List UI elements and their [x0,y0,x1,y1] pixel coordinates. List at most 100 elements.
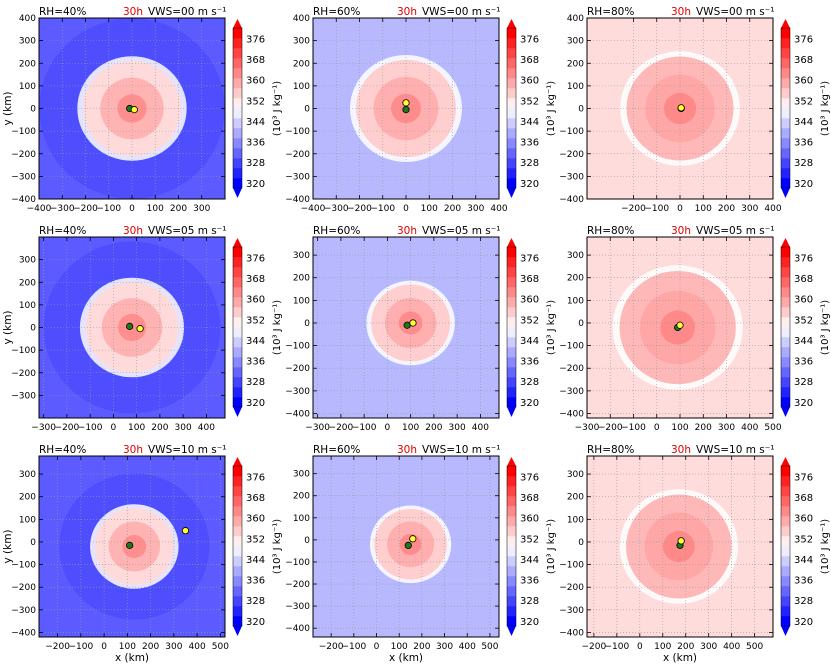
colorbar-label: (10³ J kg⁻¹) [820,81,831,136]
colorbar-segment [233,277,242,288]
colorbar-segment [507,586,516,597]
green-center-marker [402,106,410,114]
x-tick-label: −200 [55,423,80,433]
colorbar-tick-label: 320 [794,398,813,409]
x-tick-label: 100 [128,423,145,433]
colorbar-segment [507,108,516,119]
green-center-marker [404,541,412,549]
y-tick-label: −200 [285,150,310,160]
x-tick-label: 0 [637,642,643,652]
x-tick-label: −100 [644,204,669,214]
y-tick-label: 100 [567,296,584,306]
y-tick-label: −200 [285,580,310,590]
x-tick-label: 400 [490,204,507,214]
colorbar-tick-label: 352 [246,96,265,107]
colorbar-tick-label: 328 [520,596,539,607]
y-tick-label: 300 [293,470,310,480]
x-tick-label: 400 [741,423,758,433]
colorbar-max-extension [233,457,242,466]
colorbar-segment [507,546,516,557]
colorbar-segment [781,307,790,318]
yellow-center-marker [677,104,685,112]
colorbar-segment [233,536,242,547]
colorbar-max-extension [781,19,790,28]
panel: −200−100 0 100 200 300 400−400−300−200−100010… [559,6,831,214]
colorbar-segment [781,267,790,278]
colorbar-tick-label: 376 [794,253,813,264]
y-tick-label: 0 [304,319,310,329]
colorbar-tick-label: 352 [520,534,539,545]
colorbar-tick-label: 360 [794,295,813,306]
colorbar-tick-label: 336 [520,576,539,587]
colorbar-segment [233,88,242,99]
vws-label: VWS=10 m s⁻¹ [148,444,227,456]
colorbar-segment [781,317,790,328]
y-tick-label: 0 [304,536,310,546]
yellow-center-marker [409,319,417,327]
y-tick-label: −100 [285,558,310,568]
colorbar-segment [781,78,790,89]
y-tick-label: 0 [304,105,310,115]
colorbar-segment [781,168,790,179]
colorbar-segment [781,297,790,308]
x-tick-label: −200 [329,423,354,433]
colorbar-segment [781,68,790,79]
y-tick-label: 300 [567,251,584,261]
colorbar-frame [506,246,517,408]
panel: −200−100 0 100 200 300 400 500−400−300−200−100… [559,444,831,664]
y-tick-label: −100 [559,342,584,352]
x-tick-label: 0 [677,204,683,214]
y-tick-label: 200 [567,274,584,284]
y-tick-label: −400 [11,628,36,638]
colorbar-segment [507,28,516,39]
colorbar-segment [507,476,516,487]
yellow-center-marker [402,99,410,107]
y-tick-label: 400 [567,14,584,24]
colorbar-label: (10³ J kg⁻¹) [820,300,831,355]
yellow-center-marker [676,321,684,329]
colorbar-segment [507,277,516,288]
y-tick-label: −100 [11,561,36,571]
colorbar-max-extension [507,19,516,28]
rh-label: RH=60% [313,444,360,456]
colorbar-segment [233,546,242,557]
x-tick-label: −200 [598,423,623,433]
colorbar-tick-label: 352 [246,315,265,326]
y-tick-label: 0 [578,319,584,329]
y-tick-label: −100 [285,127,310,137]
plot-area [39,18,225,199]
colorbar-segment [233,58,242,69]
colorbar-frame [232,246,243,408]
vws-label: VWS=05 m s⁻¹ [148,225,227,237]
colorbar-frame [780,27,791,189]
x-tick-label: −200 [45,642,70,652]
colorbar-tick-label: 320 [246,179,265,190]
colorbar-label: (10³ J kg⁻¹) [546,300,557,355]
y-tick-label: 300 [19,37,36,47]
yellow-center-marker [677,537,685,545]
plot-frame [312,455,500,638]
x-tick-label: 200 [695,423,712,433]
x-tick-label: 0 [403,204,409,214]
panel: −400−300−200−100 0 100 200 300−400−300−200−1… [2,6,283,214]
colorbar-segment [781,476,790,487]
colorbar-segment [781,526,790,537]
colorbar-segment [507,138,516,149]
colorbar-segment [507,38,516,49]
green-center-marker [126,322,134,330]
colorbar-segment [781,556,790,567]
colorbar-segment [507,128,516,139]
yellow-center-marker [181,527,190,535]
colorbar-segment [233,287,242,298]
colorbar-tick-label: 360 [520,295,539,306]
colorbar-segment [781,28,790,39]
y-tick-label: −300 [11,606,36,616]
y-tick-label: −300 [285,172,310,182]
colorbar-segment [507,526,516,537]
x-tick-label: −400 [301,204,326,214]
colorbar-segment [507,287,516,298]
colorbar-segment [507,397,516,408]
y-tick-label: 200 [293,59,310,69]
colorbar-segment [781,506,790,517]
colorbar-segment [507,367,516,378]
